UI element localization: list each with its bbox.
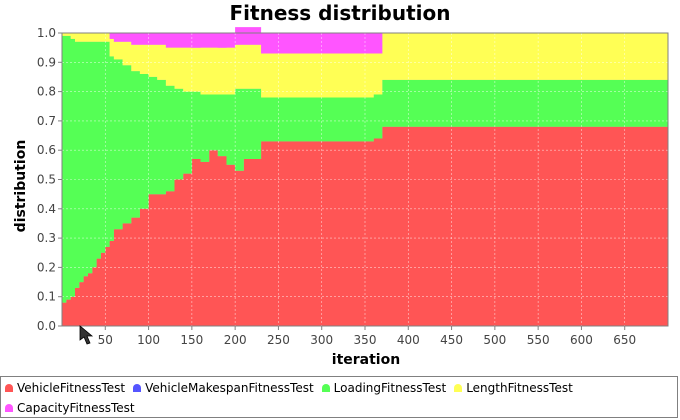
legend-item: VehicleMakespanFitnessTest (133, 381, 314, 395)
x-tick-label: 300 (310, 333, 333, 347)
y-tick-label: 0.1 (37, 290, 56, 304)
legend-item: LoadingFitnessTest (321, 381, 447, 395)
x-tick-label: 400 (397, 333, 420, 347)
x-tick-label: 50 (98, 333, 113, 347)
chart-legend: VehicleFitnessTest VehicleMakespanFitness… (0, 376, 678, 418)
x-tick-label: 500 (483, 333, 506, 347)
x-tick-label: 650 (613, 333, 636, 347)
area-series-CapacityFitnessTest (62, 27, 668, 54)
y-tick-label: 0.4 (37, 202, 56, 216)
x-axis-title: iteration (332, 352, 400, 368)
x-tick-label: 100 (137, 333, 160, 347)
y-tick-label: 0.6 (37, 143, 56, 157)
legend-label: VehicleFitnessTest (17, 381, 126, 395)
mouse-cursor-icon (79, 325, 94, 345)
y-tick-label: 1.0 (37, 26, 56, 40)
x-tick-label: 250 (267, 333, 290, 347)
x-tick-label: 550 (527, 333, 550, 347)
y-axis-title: distribution (13, 140, 29, 233)
x-tick-label: 350 (354, 333, 377, 347)
y-tick-label: 0.2 (37, 260, 56, 274)
x-tick-label: 450 (440, 333, 463, 347)
y-tick-label: 0.3 (37, 231, 56, 245)
legend-label: LengthFitnessTest (466, 381, 573, 395)
legend-label: LoadingFitnessTest (333, 381, 447, 395)
legend-item: LengthFitnessTest (454, 381, 573, 395)
legend-swatch-icon (133, 384, 142, 392)
legend-label: VehicleMakespanFitnessTest (145, 381, 314, 395)
chart-title: Fitness distribution (229, 1, 451, 25)
legend-swatch-icon (454, 384, 463, 392)
chart-plot: 0.0 0.1 0.2 0.3 0.4 0.5 0.6 0.7 0.8 0.9 1.0 50 100 15… (13, 26, 669, 368)
y-tick-label: 0.5 (37, 173, 56, 187)
legend-item: VehicleFitnessTest (5, 381, 125, 395)
y-tick-label: 0.9 (37, 55, 56, 69)
x-tick-label: 150 (180, 333, 203, 347)
legend-label: CapacityFitnessTest (17, 401, 135, 415)
legend-item: CapacityFitnessTest (5, 401, 135, 415)
x-tick-label: 200 (224, 333, 247, 347)
area-series-LoadingFitnessTest (62, 35, 668, 303)
legend-swatch-icon (5, 404, 13, 412)
x-tick-label: 600 (570, 333, 593, 347)
legend-swatch-icon (321, 384, 330, 392)
y-tick-label: 0.8 (37, 85, 56, 99)
legend-swatch-icon (5, 384, 13, 392)
y-tick-label: 0.0 (37, 319, 56, 333)
y-tick-label: 0.7 (37, 114, 56, 128)
